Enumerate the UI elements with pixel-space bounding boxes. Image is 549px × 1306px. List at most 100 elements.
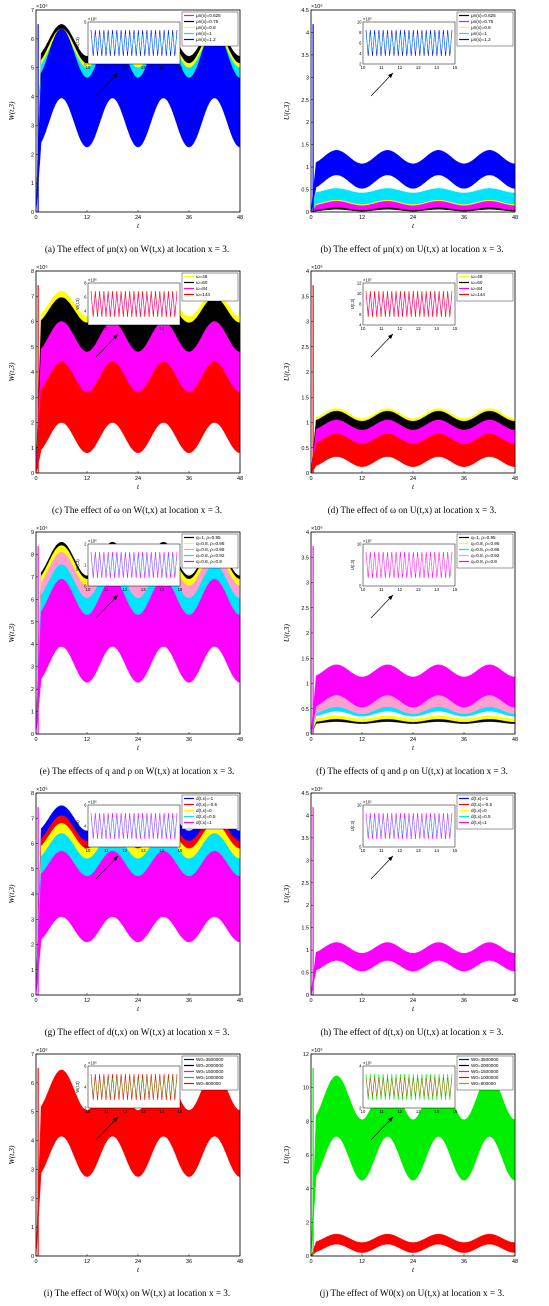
y-tick-label: 12 bbox=[303, 1052, 309, 1058]
legend-entry: ω=48 bbox=[471, 274, 483, 279]
chart-caption: (d) The effect of ω on U(t,x) at locatio… bbox=[327, 505, 497, 515]
axis-exponent: ×10⁶ bbox=[311, 264, 323, 271]
inset-x-tick: 13 bbox=[416, 65, 421, 70]
inset-y-tick: 6 bbox=[84, 803, 87, 808]
y-tick-label: 1 bbox=[306, 165, 309, 171]
chart-caption: (j) The effect of W0(x) on U(t,x) at loc… bbox=[319, 1288, 505, 1298]
x-tick-label: 36 bbox=[461, 737, 467, 743]
inset-y-label: W(t,3) bbox=[75, 1081, 80, 1093]
axis-exponent: ×10⁶ bbox=[311, 786, 323, 793]
chart-panel-d: 0 12 24 36 48 0 0.5 1 1.5 2 2.5 3 3.5 4 ×10⁶ t U(t,3) 10 1… bbox=[275, 261, 549, 522]
legend: d(t,x)=-1d(t,x)=-0.5d(t,x)=0d(t,x)=0.5d(… bbox=[181, 794, 239, 830]
inset-x-tick: 10 bbox=[86, 848, 91, 853]
inset-y-tick: 4 bbox=[84, 1085, 87, 1090]
inset-x-tick: 15 bbox=[178, 1109, 183, 1114]
inset-x-tick: 15 bbox=[178, 848, 183, 853]
y-tick-label: 6 bbox=[31, 37, 34, 43]
inset-x-tick: 10 bbox=[86, 326, 91, 331]
axis-exponent: ×10⁶ bbox=[311, 1047, 323, 1054]
inset-x-tick: 12 bbox=[397, 848, 402, 853]
y-axis-label: U(t,3) bbox=[282, 1145, 291, 1164]
x-tick-label: 36 bbox=[461, 215, 467, 221]
legend: ω=48ω=60ω=84ω=144 bbox=[181, 272, 239, 302]
inset-x-tick: 13 bbox=[141, 587, 146, 592]
y-tick-label: 5 bbox=[31, 66, 34, 72]
legend-entry: μn(x)=1.2 bbox=[471, 37, 491, 42]
inset-x-tick: 13 bbox=[141, 65, 146, 70]
chart-caption: (i) The effect of W0(x) on W(t,x) at loc… bbox=[43, 1288, 231, 1298]
x-tick-label: 36 bbox=[461, 1259, 467, 1265]
inset-y-tick: 1 bbox=[84, 563, 87, 568]
y-tick-label: 1.5 bbox=[301, 395, 309, 401]
inset-series-secondary bbox=[90, 33, 178, 53]
x-tick-label: 24 bbox=[135, 476, 141, 482]
x-tick-label: 0 bbox=[309, 215, 312, 221]
x-tick-label: 0 bbox=[34, 737, 37, 743]
chart-caption: (f) The effects of q and ρ on U(t,x) at … bbox=[316, 766, 508, 776]
legend-entry: q=0.8, ρ=0.92 bbox=[471, 553, 500, 558]
legend-entry: W0=2000000 bbox=[471, 1063, 499, 1068]
inset-y-tick: 4 bbox=[84, 309, 87, 314]
zoom-arrow bbox=[95, 72, 119, 97]
inset-x-tick: 10 bbox=[361, 65, 366, 70]
inset-x-tick: 10 bbox=[361, 587, 366, 592]
inset-x-tick: 10 bbox=[86, 587, 91, 592]
x-axis-label: t bbox=[412, 743, 415, 752]
chart-caption: (g) The effect of d(t,x) on W(t,x) at lo… bbox=[44, 1027, 230, 1037]
y-tick-label: 3 bbox=[306, 581, 309, 587]
y-tick-label: 2 bbox=[306, 631, 309, 637]
legend-entry: μn(x)=0.625 bbox=[471, 13, 496, 18]
y-tick-label: 0.5 bbox=[301, 971, 309, 977]
y-tick-label: 4 bbox=[31, 642, 34, 648]
inset-y-tick: 5 bbox=[359, 584, 362, 589]
chart-caption: (c) The effect of ω on W(t,x) at locatio… bbox=[51, 505, 223, 515]
inset-exponent: ×10⁵ bbox=[363, 278, 372, 283]
zoom-arrow bbox=[370, 333, 394, 358]
legend-entry: W0=1000000 bbox=[196, 1075, 224, 1080]
chart-panel-e: 0 12 24 36 48 0 1 2 3 4 5 6 7 8 9 ×10⁶ t W(t,3) 10 11 12 13 14… bbox=[0, 522, 274, 783]
x-tick-label: 36 bbox=[186, 215, 192, 221]
legend: W0=3500000W0=2000000W0=1500000W0=1000000… bbox=[181, 1055, 239, 1091]
x-axis-label: t bbox=[412, 1004, 415, 1013]
inset-y-tick: 2 bbox=[84, 1106, 87, 1111]
x-tick-label: 48 bbox=[512, 1259, 518, 1265]
y-tick-label: 3 bbox=[31, 123, 34, 129]
zoom-arrow bbox=[370, 855, 394, 880]
inset-exponent: ×10⁶ bbox=[88, 17, 97, 22]
y-tick-label: 10 bbox=[303, 1086, 309, 1092]
inset-x-tick: 11 bbox=[379, 326, 384, 331]
inset-y-tick: 2 bbox=[84, 542, 87, 547]
y-tick-label: 7 bbox=[31, 294, 34, 300]
axis-exponent: ×10⁶ bbox=[311, 3, 323, 10]
x-tick-label: 48 bbox=[512, 215, 518, 221]
x-tick-label: 24 bbox=[410, 476, 416, 482]
inset-y-label: U(t,3) bbox=[350, 559, 355, 570]
inset-y-tick: 0 bbox=[84, 584, 87, 589]
y-tick-label: 0 bbox=[306, 993, 309, 999]
inset-series-secondary bbox=[90, 555, 178, 575]
y-tick-label: 1.5 bbox=[301, 926, 309, 932]
y-tick-label: 0.5 bbox=[301, 188, 309, 194]
legend-entry: d(t,x)=0 bbox=[471, 808, 487, 813]
inset-x-tick: 11 bbox=[104, 65, 109, 70]
x-tick-label: 0 bbox=[34, 1259, 37, 1265]
inset-y-tick: 5 bbox=[359, 845, 362, 850]
x-tick-label: 12 bbox=[359, 476, 365, 482]
inset: 10 11 12 13 14 15 2 4 6 8×10⁶ W(t,3) bbox=[75, 278, 183, 332]
x-tick-label: 12 bbox=[359, 215, 365, 221]
inset-y-tick: 8 bbox=[359, 30, 362, 35]
y-tick-label: 2 bbox=[306, 1220, 309, 1226]
x-tick-label: 36 bbox=[186, 476, 192, 482]
legend-entry: q=0.8, ρ=0.9 bbox=[196, 559, 222, 564]
y-tick-label: 3 bbox=[31, 395, 34, 401]
inset-x-tick: 12 bbox=[122, 1109, 127, 1114]
y-tick-label: 1 bbox=[31, 181, 34, 187]
y-tick-label: 3.5 bbox=[301, 555, 309, 561]
x-tick-label: 24 bbox=[410, 998, 416, 1004]
y-tick-label: 5 bbox=[31, 867, 34, 873]
y-tick-label: 8 bbox=[31, 269, 34, 275]
y-tick-label: 0 bbox=[306, 1254, 309, 1260]
chart-panel-b: 0 12 24 36 48 0 0.5 1 1.5 2 2.5 3 3.5 4 4.5 ×10⁶ t U(t,3)… bbox=[275, 0, 549, 261]
